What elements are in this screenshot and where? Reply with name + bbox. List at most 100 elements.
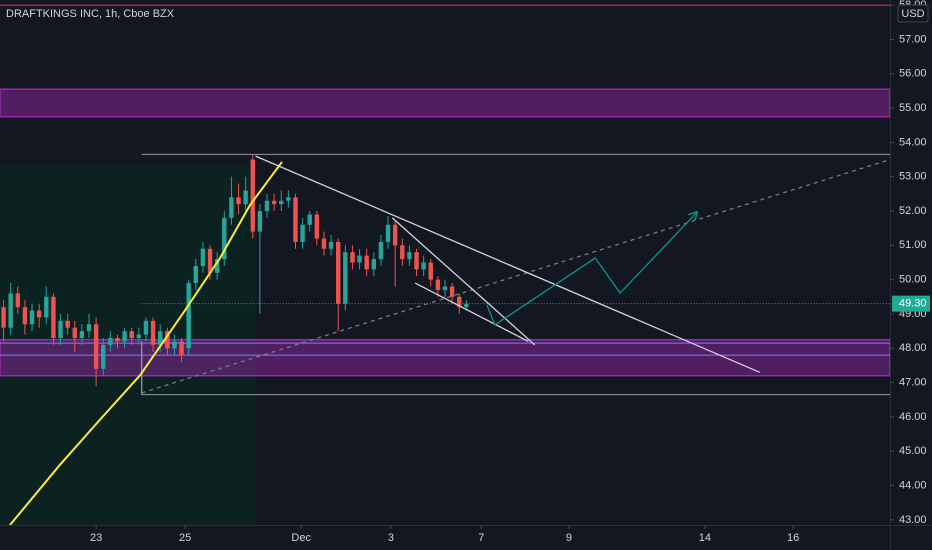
candle-body (36, 310, 42, 318)
candle-body (22, 307, 28, 325)
candle-body (328, 241, 334, 249)
candle-body (307, 214, 312, 225)
candle-body (250, 159, 255, 232)
candle-body (464, 303, 469, 308)
candle-body (271, 200, 277, 205)
candle-body (421, 262, 426, 270)
candle-body (51, 296, 56, 338)
candle-body (65, 320, 70, 328)
chart-title: DRAFTKINGS INC, 1h, Cboe BZX (6, 8, 175, 20)
candle-body (229, 197, 234, 218)
candle-body (193, 265, 199, 284)
candle-body (243, 190, 248, 205)
plot-area (0, 4, 890, 525)
candle-body (129, 331, 134, 338)
candle-body (279, 200, 284, 205)
candle-body (378, 241, 384, 260)
candle-body (414, 252, 419, 270)
candle-body (93, 324, 99, 369)
y-tick-label: 46.00 (899, 411, 927, 423)
y-tick-label: 44.00 (899, 479, 927, 491)
candle-body (186, 283, 191, 349)
trend-drawing (9, 161, 283, 525)
candle-body (172, 341, 177, 349)
y-tick-label: 54.00 (899, 136, 927, 148)
trend-drawing (255, 155, 760, 373)
candle-body (72, 327, 77, 338)
x-tick-label: Dec (291, 532, 311, 544)
x-tick-label: 25 (179, 532, 191, 544)
candle-body (314, 214, 320, 239)
last-price-box (892, 295, 930, 312)
candle-body (357, 255, 362, 263)
candle-body (264, 200, 270, 212)
candle-body (58, 320, 63, 338)
currency-box (897, 4, 929, 23)
candle-body (86, 324, 92, 332)
candle-body (136, 334, 142, 338)
candle-body (44, 296, 49, 318)
y-tick-label: 55.00 (899, 102, 927, 114)
candle-body (165, 331, 170, 349)
candle-body (371, 259, 377, 270)
y-tick-label: 57.00 (899, 33, 927, 45)
candle-body (428, 262, 433, 280)
candle-body (385, 224, 391, 242)
candle-body (222, 217, 227, 260)
x-tick-label: 7 (478, 532, 484, 544)
trend-drawing (414, 282, 529, 342)
y-tick-label: 56.00 (899, 68, 927, 80)
candle-body (200, 248, 206, 266)
trend-drawing (391, 217, 536, 346)
candle-body (321, 238, 327, 249)
candle-body (108, 337, 113, 345)
currency-label: USD (901, 8, 924, 20)
y-tick-label: 53.00 (899, 171, 927, 183)
y-tick-label: 45.00 (899, 445, 927, 457)
candle-body (101, 344, 106, 369)
zone (0, 164, 257, 525)
candle-body (400, 245, 405, 260)
candle-body (157, 331, 163, 345)
x-tick-label: 14 (699, 532, 711, 544)
y-tick-label: 52.00 (899, 205, 927, 217)
x-tick-label: 16 (787, 532, 799, 544)
candle-body (407, 252, 412, 260)
candle-body (350, 252, 355, 263)
candle-body (179, 341, 184, 356)
candle-body (257, 211, 263, 232)
candle-body (364, 255, 369, 270)
y-tick-label: 50.00 (899, 274, 927, 286)
y-tick-label: 47.00 (899, 377, 927, 389)
y-tick-label: 43.00 (899, 514, 927, 526)
x-tick-label: 3 (388, 532, 394, 544)
candle-body (8, 293, 13, 328)
last-price-label: 49.30 (899, 298, 927, 310)
y-tick-label: 51.00 (899, 239, 927, 251)
candle-body (392, 224, 398, 246)
candle-body (79, 331, 85, 338)
candle-body (449, 286, 455, 297)
x-tick-label: 9 (566, 532, 572, 544)
candle-body (335, 241, 341, 304)
candle-body (214, 259, 220, 273)
trend-drawing (141, 158, 890, 394)
candle-body (115, 337, 120, 342)
candle-body (122, 331, 127, 342)
zone-band (0, 88, 890, 118)
candle-body (343, 252, 348, 304)
zone-band (0, 338, 890, 377)
candle-body (150, 320, 156, 345)
candle-body (207, 248, 213, 273)
candle-body (15, 293, 21, 308)
candle-body (29, 310, 35, 325)
candle-body (457, 296, 462, 308)
candle-body (300, 224, 305, 242)
candle-body (286, 197, 291, 201)
y-tick-label: 48.00 (899, 342, 927, 354)
candle-body (293, 197, 298, 242)
candle-body (143, 320, 149, 335)
candle-body (442, 286, 448, 290)
